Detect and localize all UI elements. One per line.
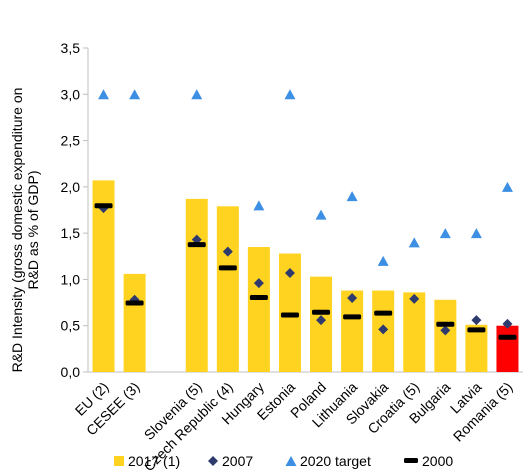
bars-2017	[92, 180, 519, 372]
marker-2020-target	[470, 228, 482, 239]
marker-2020-target	[501, 181, 513, 192]
marker-2007	[222, 246, 233, 257]
marker-2020-target	[253, 200, 265, 211]
legend-label: 2000	[422, 453, 453, 469]
marker-2000	[467, 327, 486, 333]
y-tick-label: 2,0	[61, 179, 81, 195]
bar-2017	[341, 290, 364, 372]
marker-2000	[249, 294, 268, 300]
marker-2020-target	[377, 255, 389, 266]
legend-item: 2000	[404, 453, 453, 469]
bar-2017	[403, 292, 426, 372]
y-tick-label: 1,5	[61, 225, 81, 241]
marker-2007	[347, 292, 358, 303]
marker-2020-target	[191, 89, 203, 100]
y-axis-title-line: R&D as % of GDP)	[25, 170, 41, 289]
bar-2017	[92, 180, 115, 372]
series-markers	[94, 89, 517, 340]
marker-2000	[94, 203, 113, 209]
marker-2020-target	[408, 237, 420, 248]
marker-2020-target	[98, 89, 110, 100]
marker-2007	[284, 267, 295, 278]
y-tick-label: 2,5	[61, 133, 81, 149]
legend-label: 2020 target	[300, 453, 371, 469]
marker-2007	[378, 324, 389, 335]
marker-2000	[312, 309, 331, 315]
bar-2017	[247, 247, 270, 372]
bar-2017	[434, 299, 457, 372]
legend-item: 2020 target	[285, 453, 371, 469]
marker-2020-target	[315, 209, 327, 220]
y-tick-label: 3,0	[61, 86, 81, 102]
marker-2007	[440, 325, 451, 336]
legend-label: 2017 (1)	[128, 453, 180, 469]
y-tick-label: 3,5	[61, 40, 81, 56]
bar-2017	[185, 198, 208, 372]
legend-swatch-dash	[404, 458, 418, 463]
legend-swatch-diamond	[208, 456, 218, 466]
marker-2007	[191, 234, 202, 245]
bar-2017	[496, 325, 519, 372]
y-axis-title-line: R&D Intensity (gross domestic expenditur…	[9, 88, 25, 373]
y-axis-title: R&D Intensity (gross domestic expenditur…	[9, 88, 41, 373]
bar-2017	[465, 324, 488, 372]
marker-2000	[436, 321, 455, 327]
legend-swatch-triangle	[285, 456, 297, 466]
y-tick-label: 0,5	[61, 318, 81, 334]
bar-2017	[123, 273, 146, 372]
legend-item: 2007	[208, 453, 253, 469]
marker-2020-target	[284, 89, 296, 100]
marker-2007	[253, 278, 264, 289]
marker-2020-target	[129, 89, 141, 100]
legend: 2017 (1) 2007 2020 target 2000	[114, 453, 453, 469]
bar-2017	[216, 206, 239, 372]
legend-item: 2017 (1)	[114, 453, 180, 469]
y-tick-label: 0,0	[61, 364, 81, 380]
marker-2000	[218, 265, 237, 271]
marker-2000	[125, 300, 144, 306]
marker-2007	[316, 315, 327, 326]
legend-swatch-bar	[114, 456, 124, 466]
marker-2000	[187, 242, 206, 248]
marker-2020-target	[439, 228, 451, 239]
marker-2000	[343, 314, 362, 320]
marker-2007	[471, 315, 482, 326]
marker-2000	[498, 334, 517, 340]
legend-label: 2007	[222, 453, 253, 469]
marker-2020-target	[346, 191, 358, 202]
y-tick-label: 1,0	[61, 271, 81, 287]
marker-2007	[502, 318, 513, 329]
marker-2000	[374, 310, 393, 316]
marker-2000	[280, 312, 299, 318]
y-axis-ticks: 0,0 0,5 1,0 1,5 2,0 2,5 3,0 3,5	[61, 40, 88, 380]
marker-2007	[409, 293, 420, 304]
